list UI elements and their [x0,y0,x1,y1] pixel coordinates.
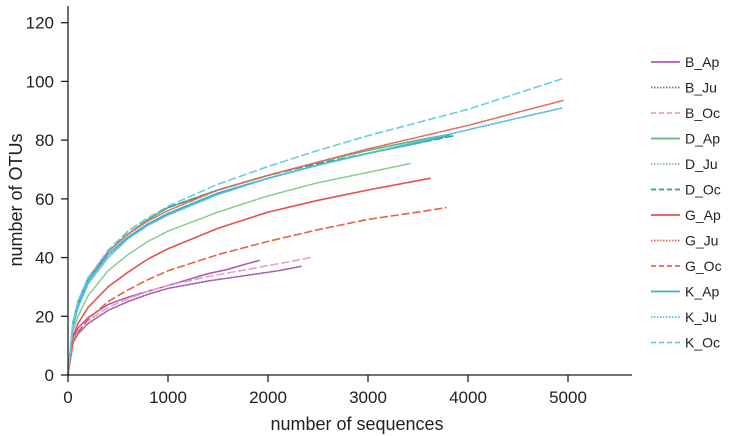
series-line-d-ap [67,133,452,376]
x-tick-label: 3000 [349,388,387,407]
x-tick-label: 5000 [549,388,587,407]
legend-label-b-oc: B_Oc [685,105,720,121]
legend-label-g-ap: G_Ap [685,207,721,223]
y-tick-label: 60 [35,190,54,209]
legend-label-k-ap: K_Ap [685,284,719,300]
series-line-d-ju [67,162,411,376]
legend-label-k-oc: K_Oc [685,335,720,351]
series-layer [67,77,564,376]
y-tick-label: 40 [35,249,54,268]
axes: 0 20 40 60 80 100 120 0 1000 2000 3000 4000 5000 nu… [6,6,632,434]
legend-label-g-ju: G_Ju [685,233,718,249]
legend-label-d-ju: D_Ju [685,156,718,172]
legend-label-g-oc: G_Oc [685,258,722,274]
y-ticks: 0 20 40 60 80 100 120 [26,14,68,385]
y-axis-label: number of OTUs [6,133,26,266]
legend: B_Ap B_Ju B_Oc D_Ap D_Ju D_Oc G_Ap G_Ju G_Oc K_Ap… [651,54,722,351]
y-tick-label: 20 [35,307,54,326]
legend-label-k-ju: K_Ju [685,309,717,325]
series-line-b-ju [67,265,302,376]
series-line-k-ap [67,134,450,376]
y-tick-label: 80 [35,131,54,150]
legend-label-b-ju: B_Ju [685,80,717,96]
series-line-g-ap [67,177,431,376]
y-tick-label: 0 [45,366,54,385]
x-tick-label: 0 [63,388,72,407]
series-line-g-oc [67,206,447,376]
x-tick-label: 1000 [149,388,187,407]
series-line-k-oc [67,77,564,376]
series-line-g-ju [67,99,564,376]
x-tick-label: 4000 [449,388,487,407]
x-ticks: 0 1000 2000 3000 4000 5000 [63,375,587,407]
legend-label-b-ap: B_Ap [685,54,719,70]
series-line-k-ju [67,107,564,376]
x-axis-label: number of sequences [270,414,443,434]
y-tick-label: 120 [26,14,54,33]
legend-label-d-oc: D_Oc [685,182,721,198]
y-tick-label: 100 [26,72,54,91]
legend-label-d-ap: D_Ap [685,131,720,147]
x-tick-label: 2000 [249,388,287,407]
